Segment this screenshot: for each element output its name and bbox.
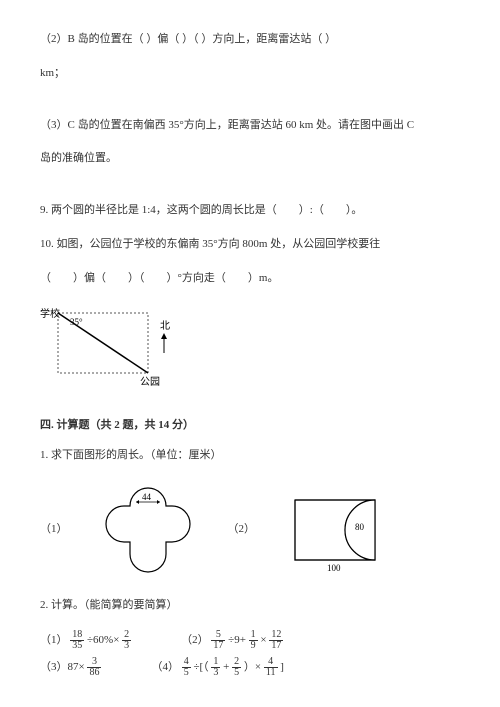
q9: 9. 两个圆的半径比是 1:4，这两个圆的周长比是（ ）:（ ）。 bbox=[40, 201, 460, 221]
eq2: （2） 517 ÷9+ 19 × 1217 bbox=[181, 630, 283, 651]
q3-line2: 岛的准确位置。 bbox=[40, 149, 460, 169]
q2-mid3: ）方向上，距离雷达站（ bbox=[201, 33, 322, 45]
q2-line1: （2）B 岛的位置在（ ）偏（ ）（ ）方向上，距离雷达站（ ） bbox=[40, 30, 460, 50]
school-label: 学校 bbox=[40, 307, 60, 320]
fig2-label: （2） bbox=[228, 520, 256, 540]
angle-label: 35° bbox=[70, 317, 83, 327]
fig1-d: 44 bbox=[142, 492, 152, 502]
q2-text: （2）B 岛的位置在（ bbox=[40, 33, 144, 45]
q2-suffix: ） bbox=[325, 33, 336, 45]
q10-line1: 10. 如图，公园位于学校的东偏南 35°方向 800m 处，从公园回学校要往 bbox=[40, 235, 460, 255]
q2-mid1: ）偏（ bbox=[146, 33, 179, 45]
north-label: 北 bbox=[160, 320, 170, 332]
p1-title: 1. 求下面图形的周长。（单位：厘米） bbox=[40, 446, 460, 466]
figure-1: 44 bbox=[98, 480, 198, 580]
fig2-h: 80 bbox=[355, 522, 365, 532]
section4-title: 四. 计算题（共 2 题，共 14 分） bbox=[40, 416, 460, 436]
q2-mid2: ）（ bbox=[182, 33, 199, 45]
eq4: （4） 45 ÷[（ 13 + 25 ）× 411 ] bbox=[151, 657, 283, 678]
q10-line2: （ ）偏（ ）（ ）°方向走（ ）m。 bbox=[40, 269, 460, 289]
p2-title: 2. 计算。（能简算的要简算） bbox=[40, 596, 460, 616]
fig1-label: （1） bbox=[40, 520, 68, 540]
q2-km: km； bbox=[40, 64, 460, 84]
eq-row-1: （1） 1835 ÷60%× 23 （2） 517 ÷9+ 19 × 1217 bbox=[40, 630, 460, 651]
park-label: 公园 bbox=[140, 376, 160, 388]
figure-2: 80 100 bbox=[285, 485, 385, 575]
eq-row-2: （3）87× 386 （4） 45 ÷[（ 13 + 25 ）× 411 ] bbox=[40, 657, 460, 678]
eq3: （3）87× 386 bbox=[40, 657, 101, 678]
figure-row: （1） 44 （2） 80 100 bbox=[40, 480, 460, 580]
eq1: （1） 1835 ÷60%× 23 bbox=[40, 630, 131, 651]
school-park-diagram: 学校 35° 公园 北 bbox=[40, 303, 460, 401]
fig2-w: 100 bbox=[327, 563, 341, 573]
q3-line1: （3）C 岛的位置在南偏西 35°方向上，距离雷达站 60 km 处。请在图中画… bbox=[40, 116, 460, 136]
